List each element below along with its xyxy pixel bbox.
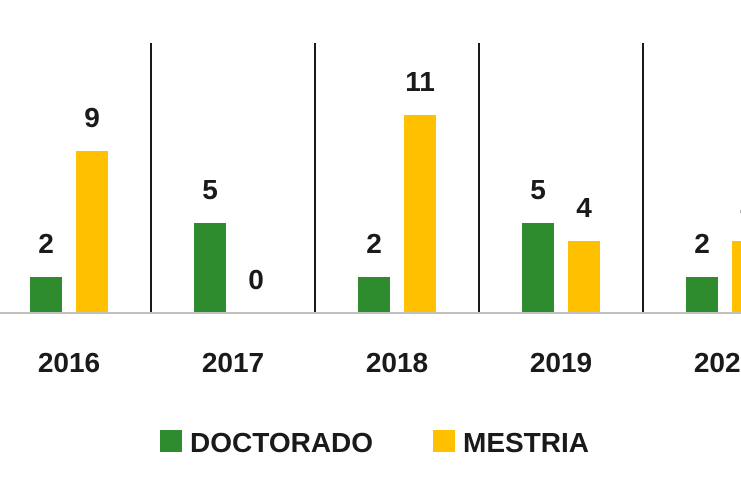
bar-doctorado-2018 (358, 277, 390, 313)
data-label-doctorado-2016: 2 (38, 228, 54, 259)
legend-label-mestria: MESTRIA (463, 427, 589, 458)
data-label-doctorado-2017: 5 (202, 174, 218, 205)
bars (30, 115, 741, 313)
bar-doctorado-2016 (30, 277, 62, 313)
bar-doctorado-2019 (522, 223, 554, 313)
x-tick-label-2018: 2018 (366, 347, 428, 378)
data-labels: 29502115424 (38, 66, 741, 295)
legend-label-doctorado: DOCTORADO (190, 427, 373, 458)
bar-mestria-2016 (76, 151, 108, 313)
data-label-doctorado-2019: 5 (530, 174, 546, 205)
x-tick-label-2016: 2016 (38, 347, 100, 378)
bar-doctorado-2020 (686, 277, 718, 313)
x-tick-label-2020: 2020 (694, 347, 741, 378)
x-tick-label-2017: 2017 (202, 347, 264, 378)
data-label-doctorado-2018: 2 (366, 228, 382, 259)
data-label-mestria-2017: 0 (248, 264, 264, 295)
bar-mestria-2020 (732, 241, 741, 313)
bar-mestria-2018 (404, 115, 436, 313)
data-label-mestria-2019: 4 (576, 192, 592, 223)
data-label-mestria-2018: 11 (405, 66, 435, 97)
x-tick-label-2019: 2019 (530, 347, 592, 378)
bar-doctorado-2017 (194, 223, 226, 313)
data-label-doctorado-2020: 2 (694, 228, 710, 259)
bar-mestria-2019 (568, 241, 600, 313)
legend-swatch-doctorado (160, 430, 182, 452)
x-tick-labels: 2016 2017 2018 2019 2020 (38, 347, 741, 378)
legend: DOCTORADO MESTRIA (160, 427, 589, 458)
data-label-mestria-2016: 9 (84, 102, 100, 133)
legend-swatch-mestria (433, 430, 455, 452)
category-separators (150, 43, 644, 313)
